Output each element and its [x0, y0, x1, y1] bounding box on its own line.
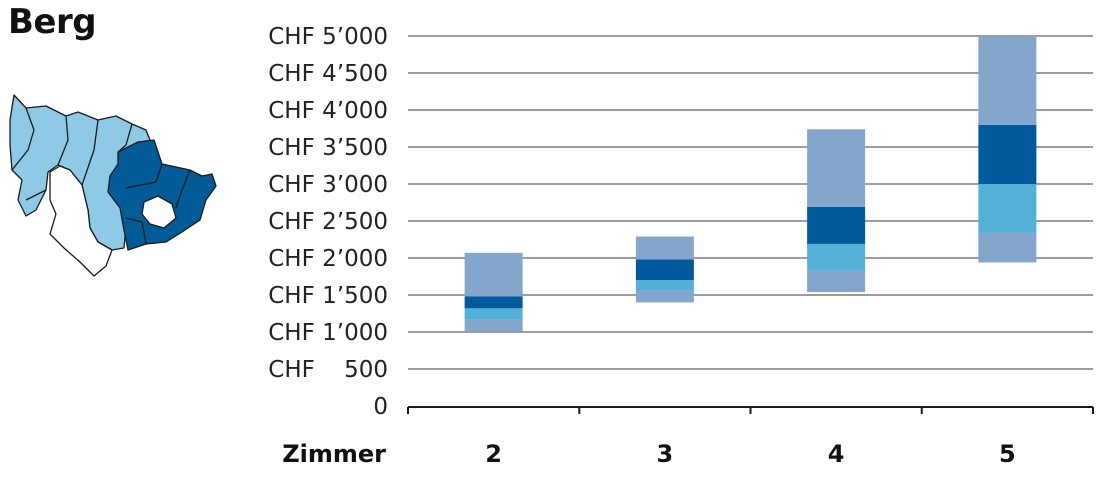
page-title: Berg: [8, 2, 97, 42]
x-tick-label: 2: [485, 440, 502, 468]
bar-segment: [464, 319, 523, 332]
y-tick-label: CHF 5’000: [268, 24, 388, 50]
bar-segment: [635, 290, 694, 303]
y-tick-label: CHF 1’000: [268, 320, 388, 346]
x-tick-labels: 2 3 4 5: [485, 440, 1015, 468]
x-axis: [407, 406, 1094, 414]
bar-segment: [635, 236, 694, 260]
bar-segment: [807, 206, 866, 244]
bar-segment: [635, 259, 694, 281]
map-highlight-region: [107, 139, 217, 251]
y-tick-label: CHF 1’500: [268, 283, 388, 309]
x-tick-label: 5: [999, 440, 1016, 468]
y-tick-label: CHF 4’000: [268, 98, 388, 124]
bar-segment: [978, 124, 1037, 184]
bar-segment: [807, 270, 866, 293]
x-tick-label: 4: [828, 440, 845, 468]
x-axis-label: Zimmer: [282, 440, 386, 468]
y-tick-label: CHF 4’500: [268, 61, 388, 87]
bar-segment: [635, 280, 694, 291]
y-tick-label: CHF 2’000: [268, 246, 388, 272]
bar-segment: [807, 243, 866, 271]
bar-segment: [978, 184, 1037, 233]
y-tick-label: 0: [373, 394, 388, 420]
region-map-icon: [9, 94, 217, 277]
bar-segment: [464, 252, 523, 297]
y-tick-labels: 0 CHF 500 CHF 1’000 CHF 1’500 CHF 2’000 CHF 2…: [268, 24, 388, 420]
map-inner-lake: [141, 195, 177, 229]
map-other-region: [49, 165, 113, 277]
y-tick-label: CHF 2’500: [268, 209, 388, 235]
y-tick-label: CHF 500: [268, 357, 388, 383]
bar-segment: [464, 308, 523, 320]
bar-segment: [978, 232, 1037, 263]
x-tick-label: 3: [657, 440, 674, 468]
bar-segment: [464, 296, 523, 309]
bar-segment: [807, 129, 866, 207]
y-tick-label: CHF 3’000: [268, 172, 388, 198]
y-tick-label: CHF 3’500: [268, 135, 388, 161]
bar-segment: [978, 36, 1037, 125]
bars: [464, 36, 1037, 332]
